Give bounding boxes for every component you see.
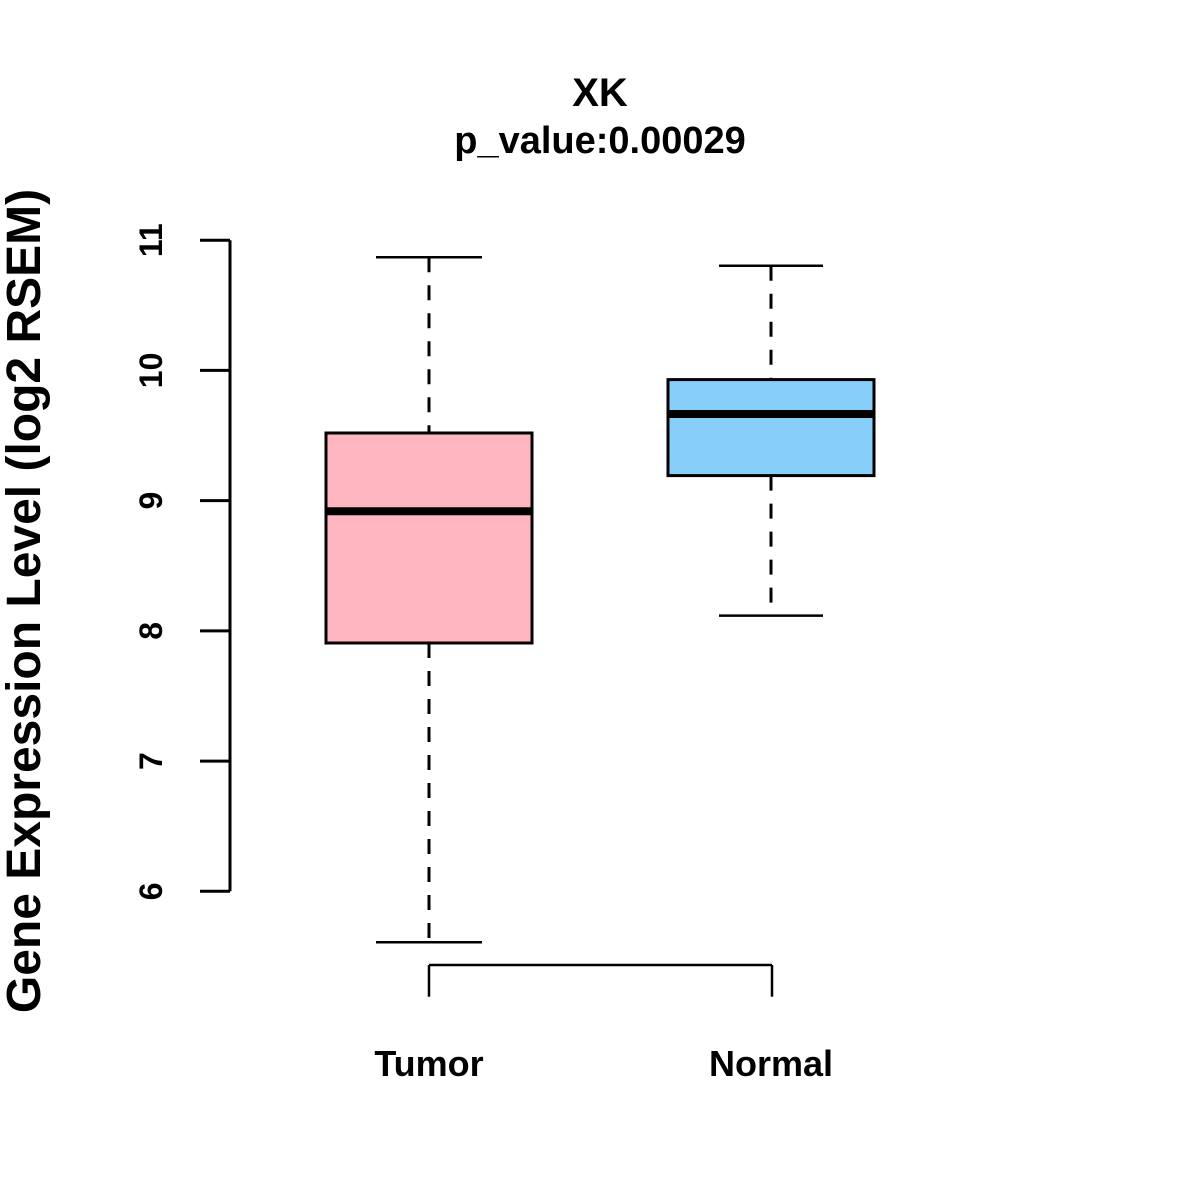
svg-text:11: 11 xyxy=(133,223,169,257)
svg-text:6: 6 xyxy=(133,882,169,900)
svg-text:7: 7 xyxy=(133,752,169,770)
svg-text:p_value:0.00029: p_value:0.00029 xyxy=(454,120,746,162)
svg-text:9: 9 xyxy=(133,492,169,510)
svg-text:8: 8 xyxy=(133,622,169,640)
svg-text:Gene Expression Level (log2 RS: Gene Expression Level (log2 RSEM) xyxy=(0,189,51,1013)
svg-text:Tumor: Tumor xyxy=(374,1043,483,1084)
svg-text:XK: XK xyxy=(572,71,628,115)
svg-text:10: 10 xyxy=(133,353,169,389)
svg-text:Normal: Normal xyxy=(709,1043,833,1084)
